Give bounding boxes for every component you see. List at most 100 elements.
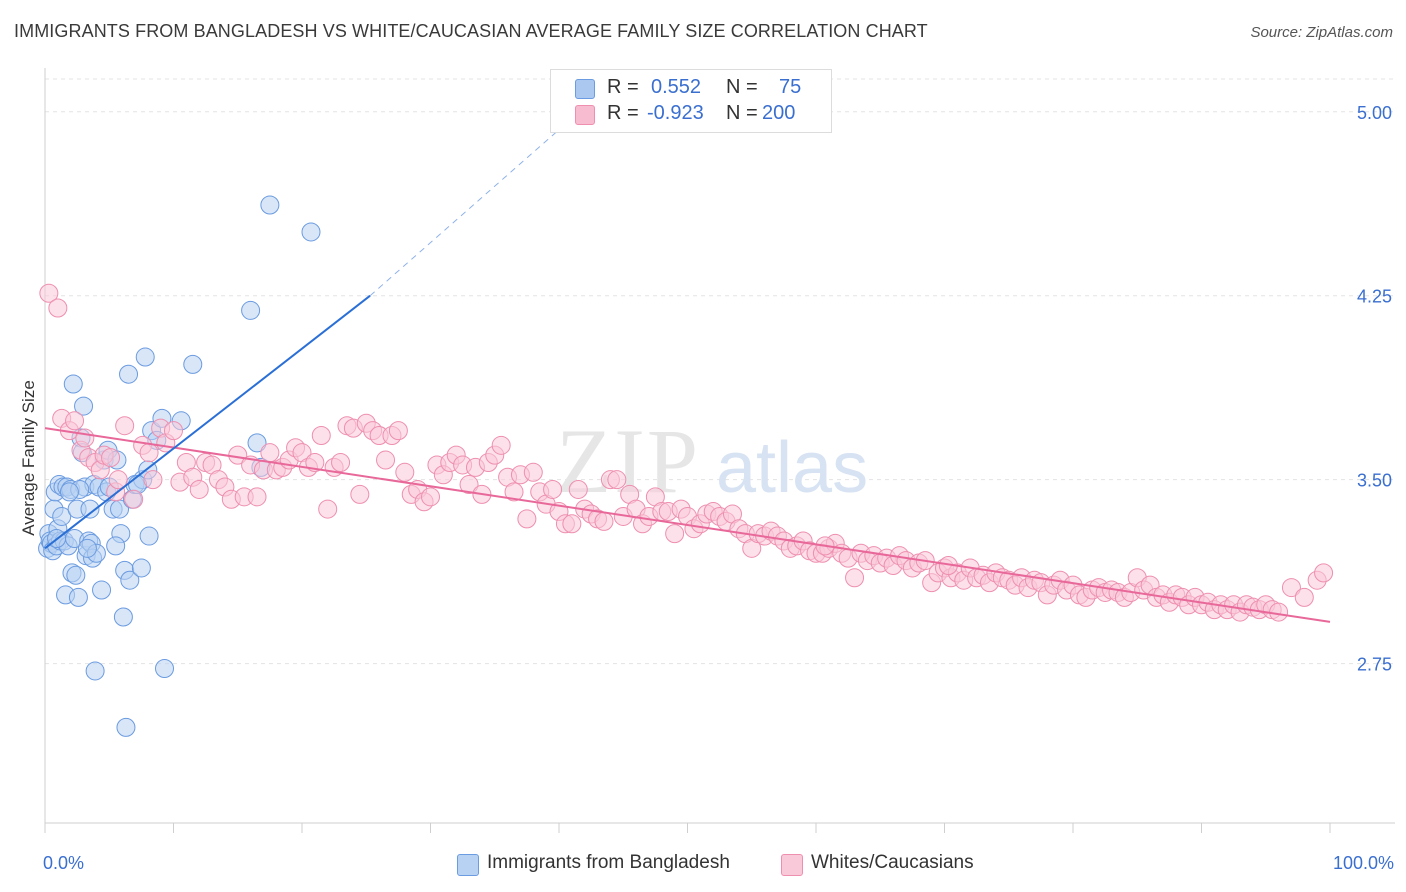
data-point-bangladesh xyxy=(80,499,100,519)
legend-row-whites: R = -0.923 N = 200 xyxy=(551,101,831,127)
data-point-bangladesh xyxy=(68,587,88,607)
legend-r-label: R = xyxy=(607,102,639,124)
data-point-whites xyxy=(459,475,479,495)
data-point-whites xyxy=(594,511,614,531)
data-point-bangladesh xyxy=(247,433,267,453)
data-point-bangladesh xyxy=(52,506,72,526)
data-point-whites xyxy=(543,479,563,499)
data-point-bangladesh xyxy=(155,658,175,678)
legend-r-value: -0.923 xyxy=(647,102,704,124)
y-tick-label: 3.50 xyxy=(1357,471,1392,491)
data-point-whites xyxy=(305,452,325,472)
data-point-whites xyxy=(523,462,543,482)
data-point-bangladesh xyxy=(63,374,83,394)
data-point-bangladesh xyxy=(241,300,261,320)
data-point-bangladesh xyxy=(77,538,97,558)
data-point-bangladesh xyxy=(106,536,126,556)
data-point-bangladesh xyxy=(66,565,86,585)
data-point-whites xyxy=(517,509,537,529)
x-tick-label: 100.0% xyxy=(1333,853,1394,873)
legend-n-value: 75 xyxy=(779,76,802,98)
data-point-bangladesh xyxy=(85,661,105,681)
data-point-whites xyxy=(845,568,865,588)
data-point-bangladesh xyxy=(131,558,151,578)
legend-n-label: N = xyxy=(726,102,758,124)
legend-swatch-whites xyxy=(575,105,595,125)
data-point-whites xyxy=(395,462,415,482)
data-point-whites xyxy=(108,470,128,490)
data-point-whites xyxy=(607,470,627,490)
watermark-atlas: atlas xyxy=(716,428,868,508)
data-point-whites xyxy=(1294,587,1314,607)
data-point-whites xyxy=(504,482,524,502)
data-point-whites xyxy=(39,283,59,303)
data-point-whites xyxy=(164,421,183,441)
legend-label-bangladesh: Immigrants from Bangladesh xyxy=(487,852,730,873)
legend-label-whites: Whites/Caucasians xyxy=(811,852,974,873)
legend-row-bangladesh: R = 0.552 N = 75 xyxy=(551,75,831,101)
axis-labels: 2.75 3.50 4.25 5.00 0.0% 100.0% xyxy=(43,103,1394,873)
x-tick-label: 0.0% xyxy=(43,853,84,873)
trend-extension-bangladesh xyxy=(369,123,566,297)
data-point-whites xyxy=(376,450,396,470)
y-axis-title: Average Family Size xyxy=(19,380,38,536)
legend-swatch-whites xyxy=(781,854,803,876)
data-point-bangladesh xyxy=(119,364,139,384)
data-point-whites xyxy=(143,470,163,490)
y-tick-label: 5.00 xyxy=(1357,103,1392,123)
data-point-bangladesh xyxy=(120,570,140,590)
data-point-whites xyxy=(48,298,68,318)
data-point-whites xyxy=(562,514,582,534)
data-point-bangladesh xyxy=(183,354,203,374)
data-point-whites xyxy=(318,499,338,519)
data-point-whites xyxy=(75,428,95,448)
legend-r-label: R = xyxy=(607,76,639,98)
data-point-whites xyxy=(491,435,511,455)
legend-n-value: 200 xyxy=(762,102,796,124)
y-tick-label: 2.75 xyxy=(1357,655,1392,675)
data-point-whites xyxy=(65,411,85,431)
data-point-whites xyxy=(311,426,331,446)
watermark: ZIP atlas xyxy=(556,410,868,512)
trend-line-bangladesh xyxy=(44,294,371,550)
data-point-whites xyxy=(115,416,135,436)
data-point-whites xyxy=(1269,602,1289,622)
data-point-whites xyxy=(421,487,440,507)
legend-n-label: N = xyxy=(726,76,758,98)
data-point-whites xyxy=(1314,563,1334,583)
data-point-whites xyxy=(260,443,280,463)
data-point-bangladesh xyxy=(139,526,159,546)
source-label: Source: ZipAtlas.com xyxy=(1250,24,1393,41)
data-point-whites xyxy=(139,443,159,463)
chart-title: IMMIGRANTS FROM BANGLADESH VS WHITE/CAUC… xyxy=(14,21,928,41)
data-point-bangladesh xyxy=(260,195,280,215)
data-point-whites xyxy=(189,479,209,499)
data-point-bangladesh xyxy=(116,717,136,737)
correlation-legend: R = 0.552 N = 75 R = -0.923 N = 200 xyxy=(550,69,832,133)
data-point-whites xyxy=(101,448,121,468)
grid-lines xyxy=(45,78,1395,665)
data-point-bangladesh xyxy=(92,580,112,600)
data-point-whites xyxy=(1281,578,1301,598)
y-tick-label: 4.25 xyxy=(1357,287,1392,307)
data-point-bangladesh xyxy=(74,396,94,416)
data-point-bangladesh xyxy=(59,482,79,502)
data-point-bangladesh xyxy=(301,222,321,242)
data-point-whites xyxy=(388,421,408,441)
data-point-whites xyxy=(568,479,588,499)
trend-lines xyxy=(44,123,1331,623)
legend-swatch-bangladesh xyxy=(575,79,595,99)
data-point-whites xyxy=(331,452,351,472)
data-point-whites xyxy=(124,489,144,509)
series-whites xyxy=(39,283,1334,622)
legend-r-value: 0.552 xyxy=(651,76,702,98)
legend-swatch-bangladesh xyxy=(457,854,479,876)
trend-line-whites xyxy=(44,427,1331,623)
data-point-bangladesh xyxy=(113,607,133,627)
data-point-bangladesh xyxy=(135,347,155,367)
axes xyxy=(44,68,1395,833)
data-point-whites xyxy=(247,487,267,507)
data-point-whites xyxy=(665,524,685,544)
data-point-whites xyxy=(350,484,370,504)
